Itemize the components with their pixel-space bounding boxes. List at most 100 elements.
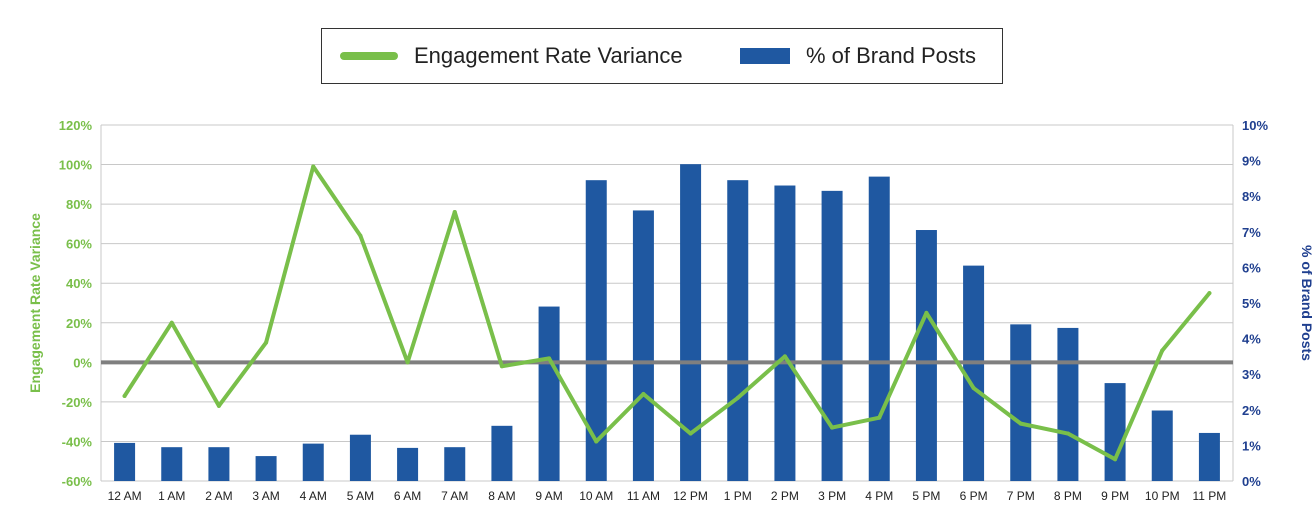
right-tick-label: 8% xyxy=(1242,189,1261,204)
line-point-8-pm xyxy=(1065,431,1070,436)
line-point-11-pm xyxy=(1207,291,1212,296)
line-point-3-pm xyxy=(830,425,835,430)
line-point-6-pm xyxy=(971,386,976,391)
bar-6-pm xyxy=(963,265,985,481)
x-tick-label: 1 AM xyxy=(158,489,185,503)
line-point-5-pm xyxy=(924,310,929,315)
x-tick-label: 3 AM xyxy=(252,489,279,503)
line-point-4-pm xyxy=(877,415,882,420)
x-tick-label: 2 PM xyxy=(771,489,799,503)
bar-4-am xyxy=(302,443,324,481)
bar-1-am xyxy=(161,447,183,481)
right-tick-label: 0% xyxy=(1242,474,1261,489)
x-tick-label: 1 PM xyxy=(724,489,752,503)
bar-11-pm xyxy=(1198,432,1220,481)
line-point-6-am xyxy=(405,360,410,365)
x-tick-label: 2 AM xyxy=(205,489,232,503)
bar-8-pm xyxy=(1057,327,1079,481)
bars xyxy=(114,164,1220,482)
left-tick-label: 60% xyxy=(66,237,92,252)
bar-4-pm xyxy=(868,176,890,481)
line-point-2-pm xyxy=(782,354,787,359)
bar-7-pm xyxy=(1010,324,1032,481)
line-point-12-am xyxy=(122,393,127,398)
right-tick-label: 3% xyxy=(1242,367,1261,382)
right-tick-label: 9% xyxy=(1242,154,1261,169)
left-tick-label: 100% xyxy=(59,158,93,173)
x-tick-label: 6 PM xyxy=(960,489,988,503)
bar-9-am xyxy=(538,306,560,481)
left-tick-label: 120% xyxy=(59,118,93,133)
left-tick-label: 20% xyxy=(66,316,92,331)
x-tick-label: 10 PM xyxy=(1145,489,1180,503)
legend-line-swatch xyxy=(340,52,398,60)
line-point-7-am xyxy=(452,210,457,215)
x-tick-label: 5 AM xyxy=(347,489,374,503)
x-tick-label: 7 AM xyxy=(441,489,468,503)
x-tick-label: 8 AM xyxy=(488,489,515,503)
bar-10-pm xyxy=(1151,410,1173,481)
x-tick-label: 11 AM xyxy=(627,489,660,503)
left-axis-ticks: -60% -40% -20% 0% 20% 40% 60% 80% 100% 120% xyxy=(59,118,93,489)
bar-2-pm xyxy=(774,185,796,481)
line-point-1-pm xyxy=(735,395,740,400)
x-tick-label: 9 PM xyxy=(1101,489,1129,503)
bar-10-am xyxy=(585,180,607,481)
x-tick-label: 5 PM xyxy=(912,489,940,503)
bar-5-am xyxy=(349,434,371,481)
legend: Engagement Rate Variance % of Brand Post… xyxy=(321,28,1003,84)
right-tick-label: 10% xyxy=(1242,118,1268,133)
legend-bar-label: % of Brand Posts xyxy=(806,43,976,68)
bar-3-am xyxy=(255,456,277,481)
legend-bar-swatch xyxy=(740,48,790,64)
x-tick-label: 4 PM xyxy=(865,489,893,503)
line-point-5-am xyxy=(358,233,363,238)
line-point-9-pm xyxy=(1113,457,1118,462)
legend-line-label: Engagement Rate Variance xyxy=(414,43,683,68)
x-tick-label: 6 AM xyxy=(394,489,421,503)
right-axis-title: % of Brand Posts xyxy=(1299,245,1315,361)
right-tick-label: 7% xyxy=(1242,225,1261,240)
left-tick-label: -20% xyxy=(62,395,93,410)
x-tick-label: 8 PM xyxy=(1054,489,1082,503)
bar-9-pm xyxy=(1104,383,1126,481)
line-point-12-pm xyxy=(688,431,693,436)
line-point-10-pm xyxy=(1160,348,1165,353)
x-tick-label: 3 PM xyxy=(818,489,846,503)
line-point-10-am xyxy=(594,439,599,444)
x-tick-label: 10 AM xyxy=(579,489,613,503)
x-axis-ticks: 12 AM 1 AM 2 AM 3 AM 4 AM 5 AM 6 AM 7 AM 8 AM 9 A… xyxy=(108,489,1227,503)
line-point-7-pm xyxy=(1018,421,1023,426)
bar-3-pm xyxy=(821,190,843,482)
line-point-3-am xyxy=(264,340,269,345)
line-point-11-am xyxy=(641,391,646,396)
left-tick-label: 40% xyxy=(66,276,92,291)
bar-11-am xyxy=(632,210,654,481)
right-tick-label: 2% xyxy=(1242,403,1261,418)
x-tick-label: 11 PM xyxy=(1193,489,1227,503)
bar-12-am xyxy=(114,442,136,481)
line-point-1-am xyxy=(169,320,174,325)
right-axis-ticks: 0% 1% 2% 3% 4% 5% 6% 7% 8% 9% 10% xyxy=(1242,118,1268,489)
bar-12-pm xyxy=(680,164,702,481)
x-tick-label: 4 AM xyxy=(300,489,327,503)
x-tick-label: 9 AM xyxy=(535,489,562,503)
left-tick-label: -40% xyxy=(62,434,93,449)
bar-6-am xyxy=(397,447,419,481)
bar-7-am xyxy=(444,447,466,481)
bar-1-pm xyxy=(727,180,749,481)
bar-5-pm xyxy=(915,230,937,481)
right-tick-label: 6% xyxy=(1242,260,1261,275)
engagement-line xyxy=(122,164,1212,462)
line-series xyxy=(122,164,1212,462)
left-tick-label: 0% xyxy=(73,355,92,370)
legend-item-line: Engagement Rate Variance xyxy=(340,29,683,83)
right-tick-label: 4% xyxy=(1242,332,1261,347)
right-tick-label: 1% xyxy=(1242,438,1261,453)
line-point-4-am xyxy=(311,164,316,169)
x-tick-label: 12 AM xyxy=(108,489,142,503)
x-tick-label: 12 PM xyxy=(673,489,708,503)
legend-item-bar: % of Brand Posts xyxy=(740,29,976,83)
bar-2-am xyxy=(208,447,230,481)
